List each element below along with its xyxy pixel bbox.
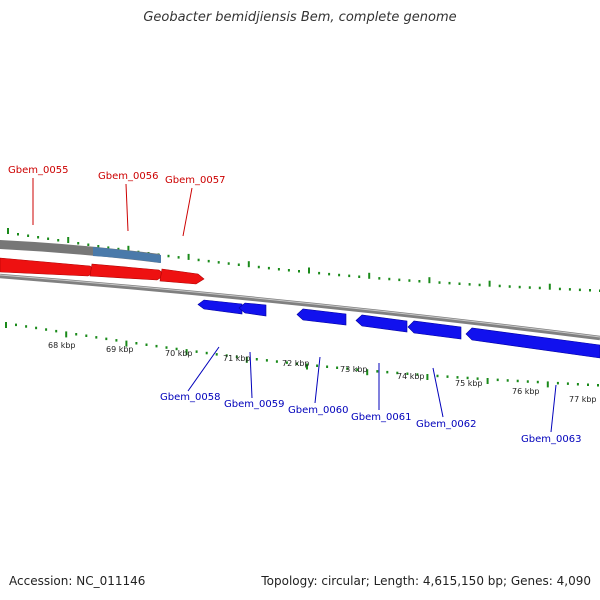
kbp-label: 73 kbp xyxy=(340,365,368,374)
gene-arrow-gbem-0063[interactable] xyxy=(465,327,600,359)
kbp-label: 71 kbp xyxy=(223,354,251,363)
gene-label-gbem-0056[interactable]: Gbem_0056 xyxy=(98,171,158,182)
gene-label-gbem-0061[interactable]: Gbem_0061 xyxy=(351,412,411,423)
gene-arrow-gbem-0057[interactable] xyxy=(159,268,205,285)
gene-label-gbem-0063[interactable]: Gbem_0063 xyxy=(521,434,581,445)
gene-leader-line xyxy=(187,346,220,392)
gene-arrow-gbem-0060[interactable] xyxy=(296,308,347,326)
backbone-line xyxy=(0,273,600,341)
kbp-label: 68 kbp xyxy=(48,341,76,350)
gene-label-gbem-0059[interactable]: Gbem_0059 xyxy=(224,399,284,410)
genome-summary-text: Topology: circular; Length: 4,615,150 bp… xyxy=(261,574,591,588)
gene-label-gbem-0062[interactable]: Gbem_0062 xyxy=(416,419,476,430)
gene-label-gbem-0057[interactable]: Gbem_0057 xyxy=(165,175,225,186)
kbp-label: 69 kbp xyxy=(106,345,134,354)
gene-label-gbem-0058[interactable]: Gbem_0058 xyxy=(160,392,220,403)
kbp-label: 70 kbp xyxy=(165,349,193,358)
kbp-label: 74 kbp xyxy=(397,372,425,381)
gene-leader-line xyxy=(432,367,444,418)
backbone-highlight xyxy=(0,274,600,338)
gene-arrow-gbem-0056[interactable] xyxy=(89,263,166,281)
gene-arrow-gbem-0055[interactable] xyxy=(0,257,97,277)
map-title: Geobacter bemidjiensis Bem, complete gen… xyxy=(143,10,457,25)
gene-label-gbem-0055[interactable]: Gbem_0055 xyxy=(8,165,68,176)
gene-arrow-gbem-0061[interactable] xyxy=(355,314,408,333)
kbp-label: 75 kbp xyxy=(455,379,483,388)
gene-leader-line xyxy=(314,356,321,404)
forward-highlight-band xyxy=(93,247,161,263)
gene-leader-line xyxy=(550,384,557,433)
gene-arrow-gbem-0058[interactable] xyxy=(197,299,243,315)
accession-text: Accession: NC_011146 xyxy=(9,574,146,588)
kbp-label: 72 kbp xyxy=(282,359,310,368)
gene-leader-line xyxy=(249,351,253,399)
gene-arrow-gbem-0062[interactable] xyxy=(407,320,462,340)
kbp-label: 77 kbp xyxy=(569,395,597,404)
kbp-label: 76 kbp xyxy=(512,387,540,396)
inner-tick-track xyxy=(5,322,599,388)
gene-leader-line xyxy=(182,187,193,237)
gene-arrow-gbem-0059[interactable] xyxy=(238,302,267,317)
gene-leader-line xyxy=(125,183,129,232)
gene-label-gbem-0060[interactable]: Gbem_0060 xyxy=(288,405,348,416)
